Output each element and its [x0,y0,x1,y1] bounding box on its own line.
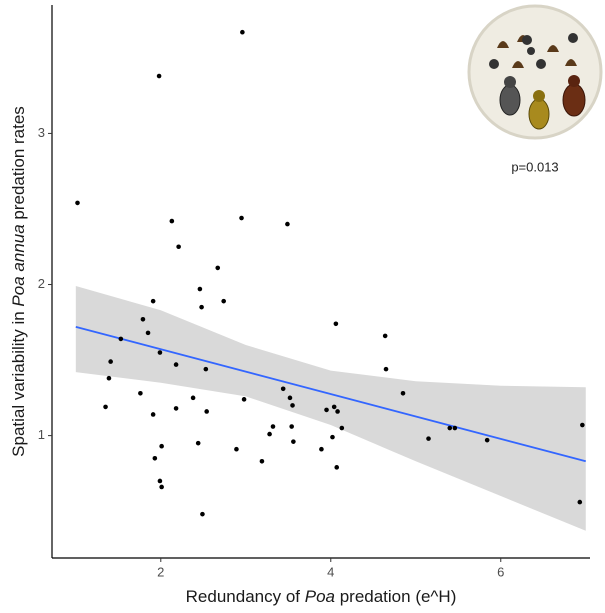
point [580,422,585,428]
point [157,478,163,484]
ylabel-part: Spatial variability in [9,307,28,457]
y-tick-label: 3 [38,125,45,140]
x-tick-label: 6 [497,564,504,579]
point [103,404,108,410]
point [106,375,112,381]
point [140,316,146,322]
point [145,330,151,336]
point [239,215,244,221]
point [339,425,345,431]
point [173,362,179,367]
point [426,436,431,441]
xlabel-part: Poa [305,587,335,606]
point [234,446,239,452]
point [333,321,339,327]
point [173,406,179,411]
point [270,424,276,429]
point [197,286,203,292]
point [152,455,158,461]
point [204,409,209,414]
xlabel-part: Redundancy of [186,587,305,606]
x-tick-label: 2 [157,564,164,579]
y-tick-label: 2 [38,276,45,291]
point [169,218,175,224]
point [319,446,324,452]
x-tick-label: 4 [327,564,334,579]
ylabel: Spatial variability in Poa annua predati… [9,106,28,457]
xlabel: Redundancy of Poa predation (e^H) [186,587,457,606]
point [156,73,162,79]
point [75,200,80,206]
point [330,434,335,440]
xlabel-part: predation (e^H) [335,587,456,606]
ylabel-part: Poa annua [9,224,28,306]
point [331,404,337,410]
point [150,412,156,417]
point [199,304,204,310]
confidence-band [75,286,586,531]
point [267,431,272,437]
point [577,499,583,505]
point [484,437,490,443]
point [383,366,389,372]
point [221,298,226,304]
point [138,391,143,396]
point [215,265,221,271]
point [159,443,164,449]
point [382,333,388,339]
point [240,29,245,35]
point [287,395,293,401]
point [241,397,247,402]
point [291,439,296,444]
point [280,386,286,392]
point [452,425,458,431]
point [176,244,181,250]
point [400,391,406,396]
annotation: p=0.013 [511,159,558,174]
point [108,359,113,364]
point [285,221,290,227]
point [289,424,294,429]
point [324,407,329,413]
y-tick-label: 1 [38,427,45,442]
ylabel-part: predation rates [9,106,28,224]
point [335,409,340,414]
point [200,511,205,517]
point [259,459,265,464]
point [290,403,295,408]
point [195,440,201,446]
point [159,484,164,490]
fit-line [75,325,586,463]
point [118,336,124,342]
point [203,366,209,372]
point [334,465,340,470]
point [150,298,156,304]
point [447,425,453,431]
beetle-icon [467,4,603,140]
point [190,395,196,401]
point [157,350,163,355]
